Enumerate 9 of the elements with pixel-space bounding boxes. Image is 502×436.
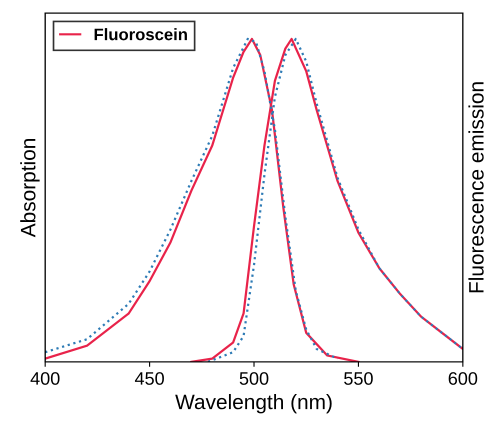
x-axis-title: Wavelength (nm): [175, 394, 332, 414]
x-tick-label: 450: [134, 372, 164, 385]
x-tick-label: 400: [30, 372, 60, 385]
x-tick-label: 550: [344, 372, 373, 385]
y-axis-title: Absorption: [20, 139, 40, 238]
x-tick-label: 600: [448, 372, 478, 385]
x-tick-label: 500: [240, 372, 268, 385]
legend-label: Fluoroscein: [94, 28, 187, 40]
y2-axis-title: Fluorescence emission: [468, 82, 484, 292]
